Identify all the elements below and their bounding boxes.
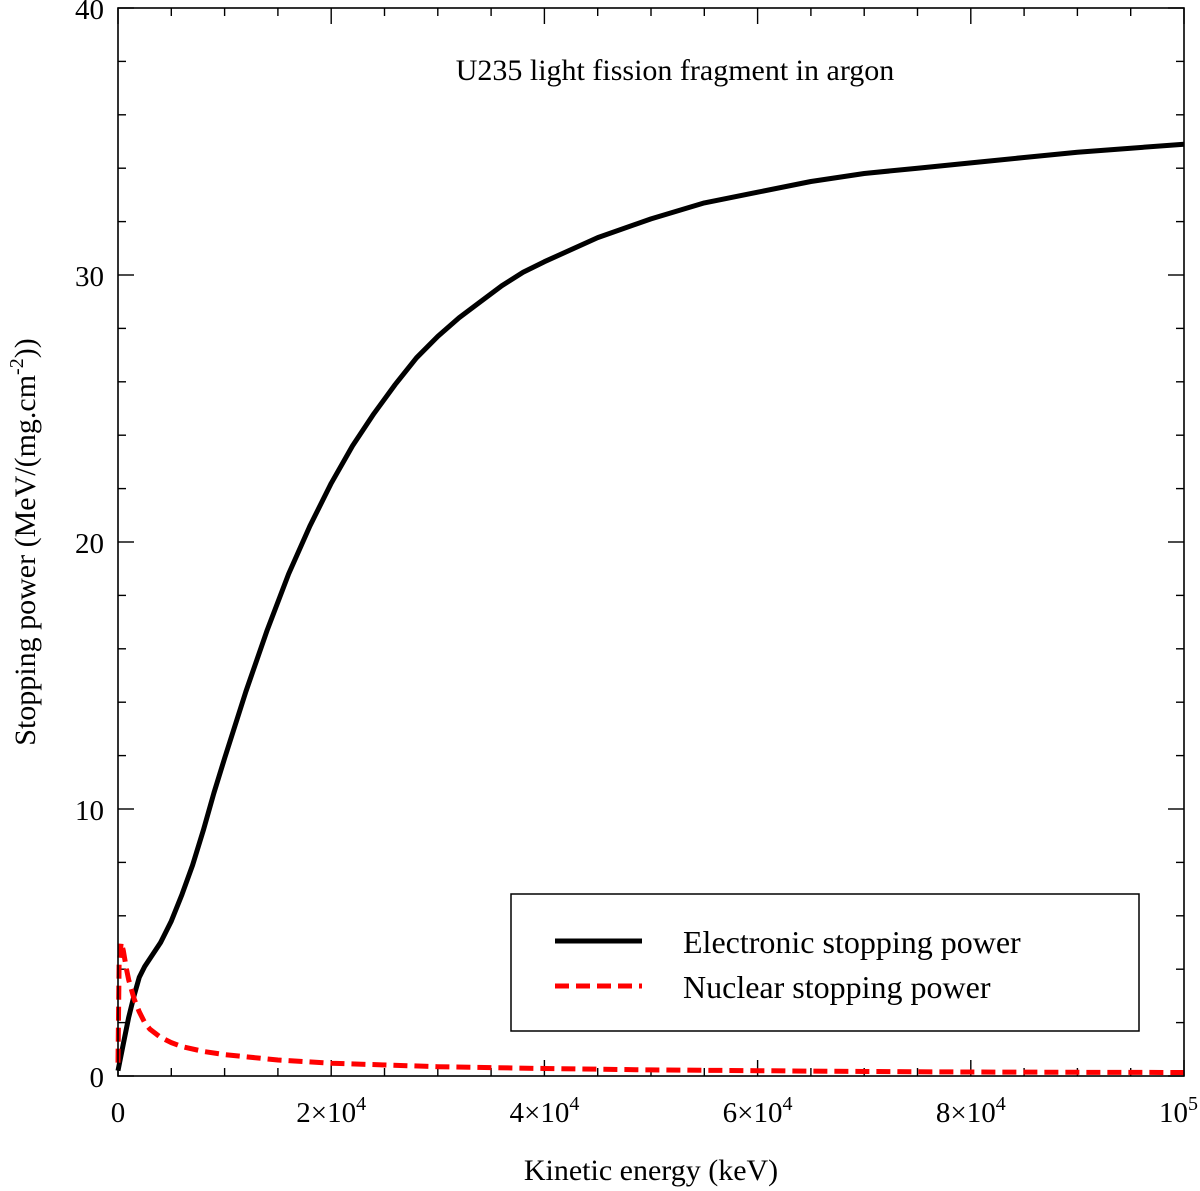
y-axis-title-main: Stopping power (MeV/(mg.cm [9, 375, 42, 746]
legend-box [510, 893, 1140, 1032]
y-axis-title: Stopping power (MeV/(mg.cm-2)) [6, 338, 42, 745]
y-axis-title-end: )) [9, 338, 42, 358]
x-axis-ticks: 0 2×104 4×104 6×104 8×104 105 [111, 8, 1198, 1129]
chart-annotation: U235 light fission fragment in argon [456, 54, 895, 87]
x-tick-label: 2×104 [296, 1093, 366, 1129]
x-tick-label: 6×104 [723, 1093, 793, 1129]
legend: Electronic stopping power Nuclear stoppi… [510, 893, 1140, 1032]
y-tick-label: 30 [75, 261, 104, 293]
series-layer [115, 141, 1185, 1075]
y-tick-label: 0 [90, 1062, 105, 1094]
legend-label-electronic: Electronic stopping power [683, 924, 1021, 960]
y-axis-ticks: 0 10 20 30 40 [75, 0, 1184, 1094]
y-tick-label: 20 [75, 528, 104, 560]
plot-frame [117, 7, 1185, 1077]
series-line-electronic [115, 141, 1185, 1072]
x-axis-title: Kinetic energy (keV) [524, 1154, 778, 1187]
y-tick-label: 40 [75, 0, 104, 26]
x-tick-label: 105 [1159, 1093, 1198, 1129]
y-tick-label: 10 [75, 795, 104, 827]
x-tick-label: 0 [111, 1097, 126, 1129]
x-tick-label: 4×104 [509, 1093, 579, 1129]
legend-label-nuclear: Nuclear stopping power [683, 969, 991, 1005]
x-tick-label: 8×104 [936, 1093, 1006, 1129]
y-axis-title-sup: -2 [6, 358, 28, 375]
series-line-nuclear [115, 940, 1185, 1075]
